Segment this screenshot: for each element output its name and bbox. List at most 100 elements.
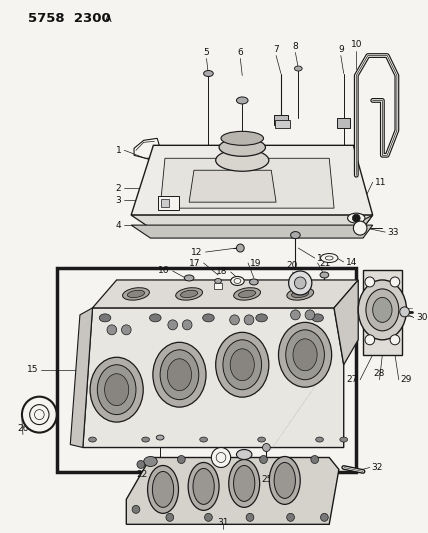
Text: 5758  2300: 5758 2300 bbox=[28, 12, 110, 25]
Circle shape bbox=[354, 221, 367, 235]
Circle shape bbox=[287, 513, 294, 521]
Polygon shape bbox=[83, 308, 344, 448]
Bar bbox=[57, 268, 356, 472]
Ellipse shape bbox=[294, 66, 302, 71]
Circle shape bbox=[305, 310, 315, 320]
Ellipse shape bbox=[202, 314, 214, 322]
Text: 7: 7 bbox=[273, 45, 279, 53]
Text: 33: 33 bbox=[387, 228, 399, 237]
Circle shape bbox=[205, 513, 212, 521]
Ellipse shape bbox=[231, 277, 244, 286]
Text: 5: 5 bbox=[204, 47, 209, 56]
Ellipse shape bbox=[142, 437, 149, 442]
Polygon shape bbox=[131, 215, 373, 228]
Text: 24: 24 bbox=[235, 469, 246, 478]
Text: 10: 10 bbox=[351, 39, 362, 49]
Ellipse shape bbox=[148, 465, 178, 513]
Text: 28: 28 bbox=[374, 369, 385, 378]
Ellipse shape bbox=[238, 290, 256, 297]
Text: 18: 18 bbox=[216, 268, 228, 277]
Bar bbox=[275, 120, 290, 128]
Ellipse shape bbox=[215, 278, 221, 284]
Circle shape bbox=[182, 320, 192, 330]
Bar bbox=[274, 116, 288, 125]
Text: 12: 12 bbox=[191, 247, 202, 256]
Text: 22: 22 bbox=[136, 470, 148, 479]
Circle shape bbox=[260, 456, 268, 464]
Ellipse shape bbox=[89, 437, 96, 442]
Ellipse shape bbox=[286, 330, 324, 379]
Circle shape bbox=[246, 513, 254, 521]
Ellipse shape bbox=[316, 437, 324, 442]
Ellipse shape bbox=[122, 288, 149, 300]
Polygon shape bbox=[131, 146, 373, 215]
Circle shape bbox=[30, 405, 49, 425]
Text: 2: 2 bbox=[116, 184, 122, 193]
Ellipse shape bbox=[216, 149, 269, 171]
Text: 29: 29 bbox=[401, 375, 412, 384]
Circle shape bbox=[230, 315, 239, 325]
Text: 23: 23 bbox=[197, 475, 208, 484]
Circle shape bbox=[219, 456, 227, 464]
Ellipse shape bbox=[256, 314, 268, 322]
Circle shape bbox=[166, 513, 174, 521]
Circle shape bbox=[365, 277, 374, 287]
Bar bbox=[158, 196, 179, 210]
Ellipse shape bbox=[321, 254, 338, 263]
Circle shape bbox=[236, 244, 244, 252]
Ellipse shape bbox=[287, 288, 314, 300]
Circle shape bbox=[262, 443, 270, 451]
Polygon shape bbox=[363, 215, 373, 228]
Ellipse shape bbox=[258, 437, 265, 442]
Ellipse shape bbox=[340, 437, 348, 442]
Ellipse shape bbox=[90, 357, 143, 422]
Ellipse shape bbox=[325, 256, 333, 260]
Ellipse shape bbox=[104, 374, 129, 406]
Circle shape bbox=[178, 456, 185, 464]
Polygon shape bbox=[134, 139, 160, 158]
Polygon shape bbox=[334, 280, 358, 365]
Ellipse shape bbox=[234, 278, 241, 284]
Text: 11: 11 bbox=[374, 177, 386, 187]
Circle shape bbox=[22, 397, 57, 433]
Ellipse shape bbox=[234, 465, 255, 502]
Ellipse shape bbox=[216, 333, 269, 397]
Circle shape bbox=[122, 325, 131, 335]
Text: 8: 8 bbox=[292, 42, 298, 51]
Polygon shape bbox=[126, 457, 339, 524]
Text: 15: 15 bbox=[27, 365, 39, 374]
Circle shape bbox=[311, 456, 318, 464]
Text: 27: 27 bbox=[346, 375, 357, 384]
Text: 25: 25 bbox=[262, 475, 273, 484]
Ellipse shape bbox=[223, 340, 262, 390]
Ellipse shape bbox=[184, 275, 194, 281]
Ellipse shape bbox=[312, 314, 324, 322]
Ellipse shape bbox=[219, 139, 265, 156]
Ellipse shape bbox=[358, 280, 407, 340]
Ellipse shape bbox=[193, 469, 214, 504]
Text: 3: 3 bbox=[116, 196, 122, 205]
Circle shape bbox=[321, 513, 328, 521]
Ellipse shape bbox=[156, 435, 164, 440]
Polygon shape bbox=[189, 170, 276, 202]
Text: 31: 31 bbox=[217, 518, 229, 527]
Bar bbox=[337, 118, 351, 128]
Text: 14: 14 bbox=[346, 257, 357, 266]
Polygon shape bbox=[160, 158, 334, 208]
Text: 9: 9 bbox=[338, 45, 344, 53]
Text: 6: 6 bbox=[238, 47, 243, 56]
Ellipse shape bbox=[366, 289, 399, 331]
Bar bbox=[214, 283, 222, 289]
Ellipse shape bbox=[188, 463, 219, 511]
Circle shape bbox=[107, 325, 117, 335]
Ellipse shape bbox=[230, 349, 254, 381]
Ellipse shape bbox=[234, 288, 261, 300]
Circle shape bbox=[137, 461, 145, 469]
Ellipse shape bbox=[204, 70, 213, 77]
Polygon shape bbox=[92, 280, 358, 308]
Circle shape bbox=[288, 271, 312, 295]
Ellipse shape bbox=[153, 342, 206, 407]
Ellipse shape bbox=[97, 365, 136, 415]
Ellipse shape bbox=[144, 456, 157, 466]
Ellipse shape bbox=[236, 97, 248, 104]
